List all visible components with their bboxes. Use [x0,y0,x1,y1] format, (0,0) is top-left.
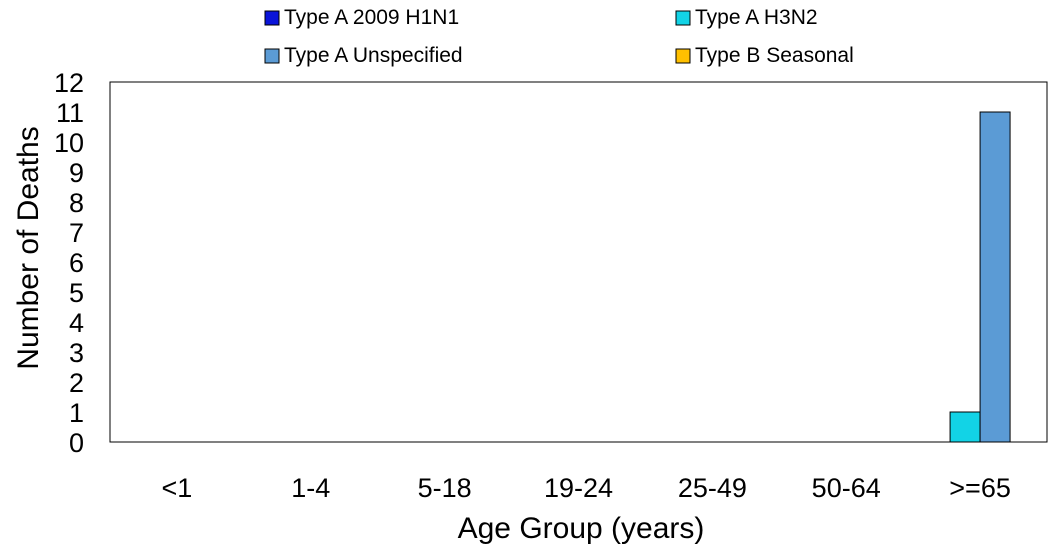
bar-type-a-h3n2-ge65 [949,411,981,443]
legend-label-type-a-unspecified: Type A Unspecified [284,44,463,67]
y-axis-title: Number of Deaths [12,126,45,369]
x-tick-label: 50-64 [812,473,881,503]
y-tick-label: 8 [69,188,84,218]
x-tick-label: >=65 [949,473,1011,503]
y-tick-label: 7 [69,218,84,248]
legend-swatch-type-a-2009-h1n1 [264,10,280,26]
plot-frame [109,81,1048,443]
x-tick-label: <1 [162,473,193,503]
bar-type-a-unspecified-ge65 [979,111,1011,443]
y-tick-label: 11 [56,98,84,128]
legend-label-type-a-h3n2: Type A H3N2 [695,6,818,29]
y-tick-label: 9 [69,158,84,188]
legend-swatch-type-a-unspecified [264,48,280,64]
x-tick-label: 25-49 [678,473,747,503]
y-tick-label: 3 [69,338,84,368]
x-axis-ticks: <1 1-4 5-18 19-24 25-49 50-64 >=65 [162,473,1011,503]
y-tick-label: 1 [69,398,84,428]
legend: Type A 2009 H1N1 Type A H3N2 Type A Unspec… [264,6,854,67]
x-tick-label: 1-4 [291,473,330,503]
y-tick-label: 2 [69,368,84,398]
y-tick-label: 4 [69,308,84,338]
y-tick-label: 12 [54,68,84,98]
x-axis-title: Age Group (years) [458,512,705,545]
y-tick-label: 5 [69,278,84,308]
legend-swatch-type-a-h3n2 [675,10,691,26]
legend-label-type-b-seasonal: Type B Seasonal [695,44,854,67]
bars [949,111,1011,443]
legend-label-type-a-2009-h1n1: Type A 2009 H1N1 [284,6,459,29]
legend-swatch-type-b-seasonal [675,48,691,64]
y-tick-label: 10 [54,128,84,158]
y-tick-label: 0 [69,428,84,458]
x-tick-label: 19-24 [544,473,613,503]
y-tick-label: 6 [69,248,84,278]
x-tick-label: 5-18 [418,473,472,503]
